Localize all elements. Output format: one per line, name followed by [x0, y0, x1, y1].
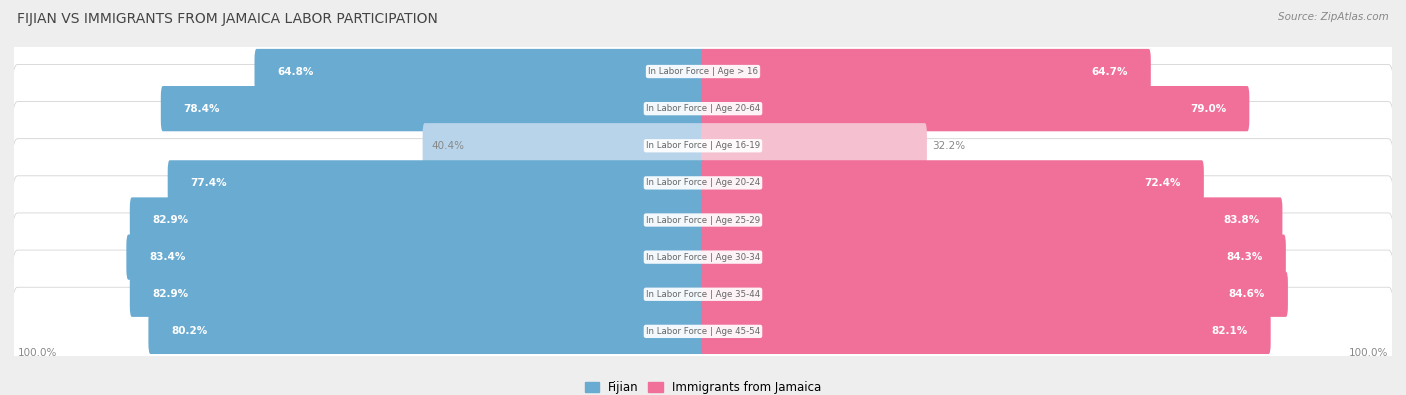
Text: 40.4%: 40.4% [432, 141, 464, 151]
Text: In Labor Force | Age 20-64: In Labor Force | Age 20-64 [645, 104, 761, 113]
Text: 64.7%: 64.7% [1091, 66, 1128, 77]
Text: In Labor Force | Age 45-54: In Labor Force | Age 45-54 [645, 327, 761, 336]
FancyBboxPatch shape [13, 102, 1393, 190]
FancyBboxPatch shape [702, 235, 1286, 280]
FancyBboxPatch shape [129, 272, 704, 317]
FancyBboxPatch shape [254, 49, 704, 94]
Text: 72.4%: 72.4% [1144, 178, 1181, 188]
FancyBboxPatch shape [702, 49, 1152, 94]
Text: 77.4%: 77.4% [190, 178, 226, 188]
Text: 79.0%: 79.0% [1191, 103, 1226, 114]
FancyBboxPatch shape [13, 176, 1393, 264]
Text: 82.9%: 82.9% [152, 289, 188, 299]
Text: In Labor Force | Age 16-19: In Labor Force | Age 16-19 [645, 141, 761, 150]
Text: In Labor Force | Age > 16: In Labor Force | Age > 16 [648, 67, 758, 76]
Text: 78.4%: 78.4% [184, 103, 221, 114]
Text: 82.9%: 82.9% [152, 215, 188, 225]
FancyBboxPatch shape [160, 86, 704, 131]
Text: 84.6%: 84.6% [1229, 289, 1265, 299]
Text: In Labor Force | Age 25-29: In Labor Force | Age 25-29 [645, 216, 761, 224]
FancyBboxPatch shape [702, 198, 1282, 243]
Text: 100.0%: 100.0% [1350, 348, 1389, 358]
Text: FIJIAN VS IMMIGRANTS FROM JAMAICA LABOR PARTICIPATION: FIJIAN VS IMMIGRANTS FROM JAMAICA LABOR … [17, 12, 437, 26]
Text: In Labor Force | Age 20-24: In Labor Force | Age 20-24 [645, 179, 761, 187]
FancyBboxPatch shape [129, 198, 704, 243]
FancyBboxPatch shape [13, 64, 1393, 153]
FancyBboxPatch shape [702, 272, 1288, 317]
Text: In Labor Force | Age 30-34: In Labor Force | Age 30-34 [645, 253, 761, 261]
Text: 32.2%: 32.2% [932, 141, 965, 151]
Text: 84.3%: 84.3% [1226, 252, 1263, 262]
Text: 80.2%: 80.2% [172, 326, 208, 337]
FancyBboxPatch shape [13, 250, 1393, 339]
Text: 83.8%: 83.8% [1223, 215, 1260, 225]
FancyBboxPatch shape [167, 160, 704, 205]
FancyBboxPatch shape [149, 309, 704, 354]
Text: 100.0%: 100.0% [17, 348, 56, 358]
Text: 64.8%: 64.8% [277, 66, 314, 77]
FancyBboxPatch shape [127, 235, 704, 280]
Legend: Fijian, Immigrants from Jamaica: Fijian, Immigrants from Jamaica [581, 376, 825, 395]
FancyBboxPatch shape [702, 86, 1250, 131]
FancyBboxPatch shape [13, 287, 1393, 376]
FancyBboxPatch shape [702, 160, 1204, 205]
FancyBboxPatch shape [423, 123, 704, 168]
FancyBboxPatch shape [13, 27, 1393, 116]
Text: In Labor Force | Age 35-44: In Labor Force | Age 35-44 [645, 290, 761, 299]
FancyBboxPatch shape [13, 213, 1393, 301]
FancyBboxPatch shape [702, 123, 927, 168]
Text: 82.1%: 82.1% [1212, 326, 1249, 337]
Text: Source: ZipAtlas.com: Source: ZipAtlas.com [1278, 12, 1389, 22]
FancyBboxPatch shape [702, 309, 1271, 354]
FancyBboxPatch shape [13, 139, 1393, 227]
Text: 83.4%: 83.4% [149, 252, 186, 262]
